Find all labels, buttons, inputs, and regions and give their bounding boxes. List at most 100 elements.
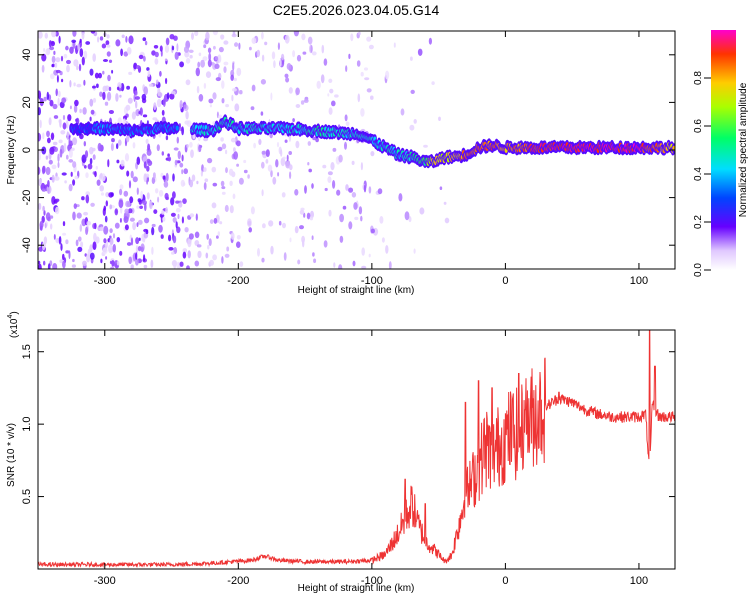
spectrogram-noise-cell [124, 208, 129, 214]
spectrogram-noise-cell [58, 35, 61, 44]
spectrogram-noise-cell [105, 40, 110, 46]
spectrogram-noise-cell [61, 78, 64, 83]
spectrogram-noise-cell [159, 92, 163, 97]
spectrogram-noise-cell [50, 41, 56, 47]
spectrogram-noise-cell [165, 77, 168, 85]
y-tick-label: 1.5 [21, 344, 33, 359]
spectrogram-noise-cell [65, 45, 69, 51]
spectrogram-noise-cell [192, 133, 196, 139]
spectrogram-noise-cell [276, 141, 280, 148]
spectrogram-noise-cell [135, 65, 140, 69]
spectrogram-noise-cell [50, 132, 55, 141]
spectrogram-noise-cell [177, 213, 180, 220]
spectrogram-noise-cell [148, 83, 154, 87]
spectrogram-noise-cell [179, 61, 185, 68]
spectrogram-noise-cell [200, 59, 206, 68]
spectrogram-noise-cell [103, 205, 107, 212]
spectrogram-noise-cell [159, 70, 162, 77]
spectrogram-noise-cell [174, 159, 178, 166]
spectrogram-noise-cell [45, 166, 51, 176]
spectrogram-noise-cell [72, 258, 75, 263]
spectrogram-noise-cell [89, 68, 94, 76]
spectrogram-noise-cell [217, 231, 220, 237]
spectrogram-noise-cell [196, 180, 199, 185]
spectrogram-noise-cell [63, 53, 68, 59]
spectrogram-noise-cell [228, 168, 234, 176]
spectrogram-noise-cell [162, 98, 166, 107]
spectrogram-noise-cell [141, 234, 144, 242]
spectrogram-noise-cell [181, 169, 184, 175]
spectrogram-noise-cell [225, 167, 228, 174]
spectrogram-noise-cell [102, 247, 108, 255]
spectrogram-noise-cell [338, 264, 343, 269]
spectrogram-noise-cell [38, 263, 42, 269]
spectrogram-noise-cell [145, 230, 149, 235]
spectrogram-noise-cell [51, 64, 54, 68]
spectrogram-noise-cell [385, 70, 390, 80]
spectrogram-noise-cell [231, 88, 237, 92]
spectrogram-noise-cell [119, 250, 123, 256]
spectrogram-noise-cell [52, 103, 58, 110]
spectrogram-noise-cell [85, 226, 89, 235]
spectrogram-noise-cell [368, 186, 372, 194]
spectrogram-noise-cell [175, 200, 180, 204]
spectrogram-noise-cell [320, 74, 325, 84]
spectrogram-noise-cell [361, 265, 367, 269]
spectrogram-noise-cell [143, 254, 146, 262]
spectrogram-noise-cell [175, 221, 178, 229]
spectrogram-noise-cell [58, 139, 63, 144]
spectrogram-noise-cell [143, 161, 147, 169]
spectrogram-noise-cell [48, 40, 52, 48]
spectrogram-noise-cell [38, 31, 43, 39]
spectrogram-noise-cell [94, 171, 97, 178]
spectrogram-noise-cell [58, 236, 62, 245]
spectrogram-noise-cell [134, 96, 140, 100]
spectrogram-noise-cell [188, 233, 194, 240]
spectrogram-noise-cell [156, 144, 160, 152]
spectrogram-noise-cell [443, 201, 447, 205]
spectrogram-noise-cell [165, 206, 169, 214]
spectrogram-noise-cell [115, 93, 119, 102]
spectrogram-noise-cell [301, 235, 305, 243]
spectrogram-noise-cell [69, 105, 72, 110]
spectrogram-noise-cell [294, 189, 299, 196]
spectrogram-noise-cell [224, 253, 230, 258]
spectrogram-noise-cell [142, 114, 148, 118]
spectrogram-noise-cell [243, 159, 247, 164]
spectrogram-noise-cell [249, 46, 252, 51]
spectrogram-noise-cell [62, 253, 65, 261]
spectrogram-noise-cell [161, 109, 165, 116]
spectrogram-noise-cell [171, 251, 175, 255]
spectrogram-noise-cell [96, 83, 99, 89]
spectrogram-noise-cell [194, 231, 200, 239]
spectrogram-noise-cell [139, 205, 144, 209]
spectrogram-noise-cell [185, 110, 189, 120]
spectrogram-noise-cell [277, 42, 280, 50]
spectrogram-noise-cell [57, 97, 60, 106]
spectrogram-noise-cell [112, 233, 116, 239]
spectrogram-noise-cell [43, 260, 46, 266]
spectrogram-noise-cell [364, 67, 368, 71]
spectrogram-noise-cell [187, 238, 192, 248]
spectrogram-noise-cell [187, 250, 191, 259]
spectrogram-noise-cell [167, 153, 170, 157]
spectrogram-noise-cell [152, 172, 156, 179]
spectrogram-noise-cell [80, 241, 84, 248]
spectrogram-noise-cell [281, 192, 286, 198]
spectrogram-noise-cell [268, 220, 274, 227]
spectrogram-noise-cell [272, 176, 277, 185]
spectrogram-noise-cell [267, 164, 273, 172]
snr-y-label: SNR (10 * v/v) [6, 423, 17, 487]
spectrogram-noise-cell [82, 107, 87, 115]
spectrogram-noise-cell [111, 69, 114, 74]
spectrogram-noise-cell [71, 39, 77, 43]
spectrogram-noise-cell [260, 111, 264, 116]
spectrogram-noise-cell [60, 55, 64, 62]
spectrogram-noise-cell [261, 31, 264, 40]
colorbar: 0.0 0.2 0.4 0.6 0.8 Normalized spectral ampl… [693, 30, 749, 277]
spectrogram-x-label: Height of straight line (km) [298, 285, 415, 296]
spectrogram-noise-cell [284, 34, 290, 44]
spectrogram-noise-cell [288, 134, 291, 142]
spectrogram-noise-cell [209, 219, 214, 225]
spectrogram-noise-cell [172, 235, 177, 244]
